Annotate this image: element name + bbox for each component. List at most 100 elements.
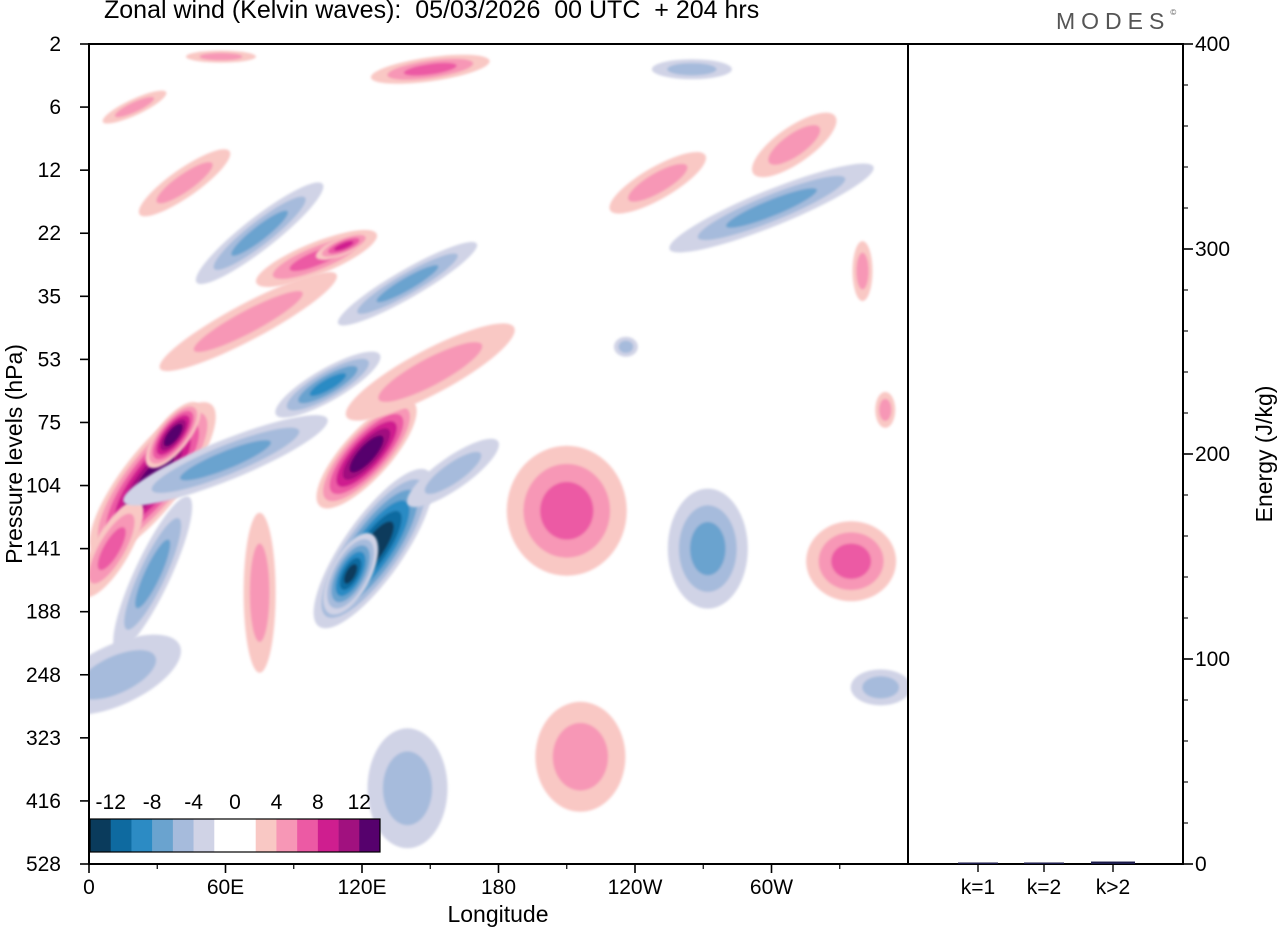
- pos-upper-3-level: [403, 62, 457, 76]
- pos-col-left: [243, 512, 276, 673]
- y-tick-label: 6: [49, 96, 61, 119]
- neg-core-b2-level: [343, 563, 358, 584]
- x-tick-label: 120W: [608, 876, 663, 899]
- neg-low-center: [367, 728, 448, 849]
- y-tick-label: 35: [38, 285, 61, 308]
- colorbar-cell: [90, 819, 112, 852]
- x-tick-label: 60W: [750, 876, 793, 899]
- neg-band-a4: [337, 241, 478, 326]
- colorbar-label: -4: [184, 791, 203, 814]
- pos-mid-east-level: [540, 481, 594, 540]
- energy-tick-label: 0: [1195, 853, 1207, 876]
- pos-upper-6: [752, 112, 837, 178]
- neg-misc-1: [613, 336, 638, 357]
- neg-east-mid-level: [690, 521, 726, 576]
- x-tick-label: 60E: [207, 876, 244, 899]
- pos-band-b2: [345, 323, 515, 421]
- pos-east-small-level: [879, 398, 892, 421]
- colorbar-label: 4: [271, 791, 283, 814]
- neg-band-a5: [195, 182, 324, 285]
- colorbar-label: 0: [229, 791, 241, 814]
- longitude-axis: 0 60E 120E 180 120W 60W: [83, 864, 841, 899]
- pos-upper-5-level: [628, 163, 688, 202]
- colorbar-label: -12: [96, 791, 126, 814]
- pos-upper-1-level: [156, 162, 213, 204]
- y-tick-label: 75: [38, 411, 61, 434]
- chart-title: Zonal wind (Kelvin waves): 05/03/2026 00…: [104, 0, 760, 24]
- pressure-axis: 2 6 12 22 35 53 75 104 141 188 248 323 416 528: [26, 33, 89, 876]
- pos-core-b-level: [355, 442, 378, 466]
- colorbar-cell: [214, 819, 236, 852]
- neg-band-a4-level: [376, 265, 439, 303]
- energy-bars: k=1 k=2 k>2: [958, 861, 1135, 899]
- pos-upper-3: [370, 54, 490, 84]
- colorbar-label: 8: [312, 791, 324, 814]
- neg-far-east-level: [862, 676, 900, 699]
- neg-core-b2: [323, 533, 379, 615]
- colorbar-label: 12: [348, 791, 371, 814]
- neg-tail-c: [407, 438, 499, 508]
- pos-east-small2: [852, 241, 873, 302]
- pos-band-a6: [315, 231, 372, 260]
- neg-low-center-level: [382, 751, 433, 826]
- neg-low-left: [89, 634, 181, 715]
- energy-category-label: k>2: [1096, 876, 1130, 899]
- pos-low-center-level: [552, 722, 609, 791]
- colorbar-cell: [317, 819, 339, 852]
- neg-upper-east-level: [726, 188, 817, 228]
- pos-east-2-level: [831, 543, 872, 580]
- energy-tick-label: 400: [1195, 33, 1230, 56]
- pos-east-small2-level: [856, 252, 869, 290]
- energy-bar-k=1: [958, 862, 998, 864]
- colorbar-label: -8: [143, 791, 162, 814]
- neg-band-a3-level: [309, 373, 347, 397]
- pos-band-a4: [159, 271, 337, 372]
- neg-band-a5-level: [231, 210, 288, 256]
- y-tick-label: 188: [26, 601, 61, 624]
- y-tick-label: 2: [49, 33, 61, 56]
- pos-upper-6-level: [768, 125, 821, 165]
- pos-east-small: [875, 391, 896, 428]
- energy-bar-k>2: [1091, 861, 1135, 864]
- colorbar-cell: [338, 819, 360, 852]
- pos-upper-4: [185, 50, 256, 63]
- pos-upper-5: [609, 151, 707, 214]
- energy-axis: 0 100 200 300 400: [1183, 33, 1230, 876]
- pos-east-2: [806, 521, 897, 602]
- pos-band-a2: [145, 402, 201, 469]
- x-tick-label: 180: [481, 876, 516, 899]
- neg-upper-east: [669, 163, 874, 253]
- neg-misc-1-level: [618, 340, 634, 353]
- pos-upper-2: [102, 90, 167, 124]
- colorbar-cell: [131, 819, 153, 852]
- pos-mid-east: [506, 445, 627, 576]
- pos-upper-2-level: [114, 96, 155, 118]
- colorbar-cell: [110, 819, 132, 852]
- neg-band-a2-level: [180, 440, 271, 481]
- energy-tick-label: 300: [1195, 238, 1230, 261]
- x-axis-label: Longitude: [447, 901, 548, 927]
- pos-band-a3-level: [97, 527, 126, 571]
- colorbar-cell: [193, 819, 215, 852]
- y-tick-label: 528: [26, 853, 61, 876]
- pos-core-b: [316, 399, 417, 509]
- y-tick-label: 248: [26, 664, 61, 687]
- x-tick-label: 0: [83, 876, 95, 899]
- colorbar-cell: [297, 819, 319, 852]
- neg-band-a2: [123, 415, 328, 506]
- colorbar-cell: [172, 819, 194, 852]
- neg-band-a1-level: [135, 539, 171, 609]
- y-tick-label: 104: [26, 475, 61, 498]
- neg-upper-east2-level: [667, 63, 717, 76]
- energy-bar-k=2: [1024, 862, 1064, 864]
- colorbar-cell: [235, 819, 257, 852]
- pos-upper-4-level: [199, 52, 243, 61]
- energy-tick-label: 100: [1195, 648, 1230, 671]
- y-axis-label: Pressure levels (hPa): [1, 344, 27, 564]
- neg-east-mid: [667, 488, 748, 609]
- colorbar-cell: [152, 819, 174, 852]
- y-tick-label: 53: [38, 348, 61, 371]
- energy-axis-label: Energy (J/kg): [1251, 386, 1277, 523]
- colorbar-cell: [359, 819, 381, 852]
